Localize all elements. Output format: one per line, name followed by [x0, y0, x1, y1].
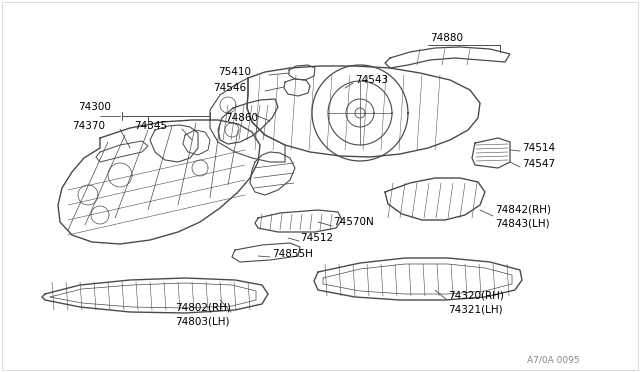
Text: 74855H: 74855H	[272, 249, 313, 259]
Text: A7/0A 0095: A7/0A 0095	[527, 356, 580, 365]
Text: 74842(RH): 74842(RH)	[495, 205, 551, 215]
Text: 74512: 74512	[300, 233, 333, 243]
Text: 74320(RH): 74320(RH)	[448, 291, 504, 301]
Text: 74370: 74370	[72, 121, 105, 131]
Text: 74321(LH): 74321(LH)	[448, 304, 502, 314]
Text: 75410: 75410	[218, 67, 251, 77]
Text: 74345: 74345	[134, 121, 167, 131]
Text: 74300: 74300	[78, 102, 111, 112]
Text: 74570N: 74570N	[333, 217, 374, 227]
Text: 74514: 74514	[522, 143, 555, 153]
Text: 74543: 74543	[355, 75, 388, 85]
Text: 74547: 74547	[522, 159, 555, 169]
Text: 74843(LH): 74843(LH)	[495, 218, 550, 228]
Text: 74546: 74546	[213, 83, 246, 93]
Text: 74803(LH): 74803(LH)	[175, 316, 230, 326]
Text: 74880: 74880	[430, 33, 463, 43]
Text: 74860: 74860	[225, 113, 258, 123]
Text: 74802(RH): 74802(RH)	[175, 303, 231, 313]
